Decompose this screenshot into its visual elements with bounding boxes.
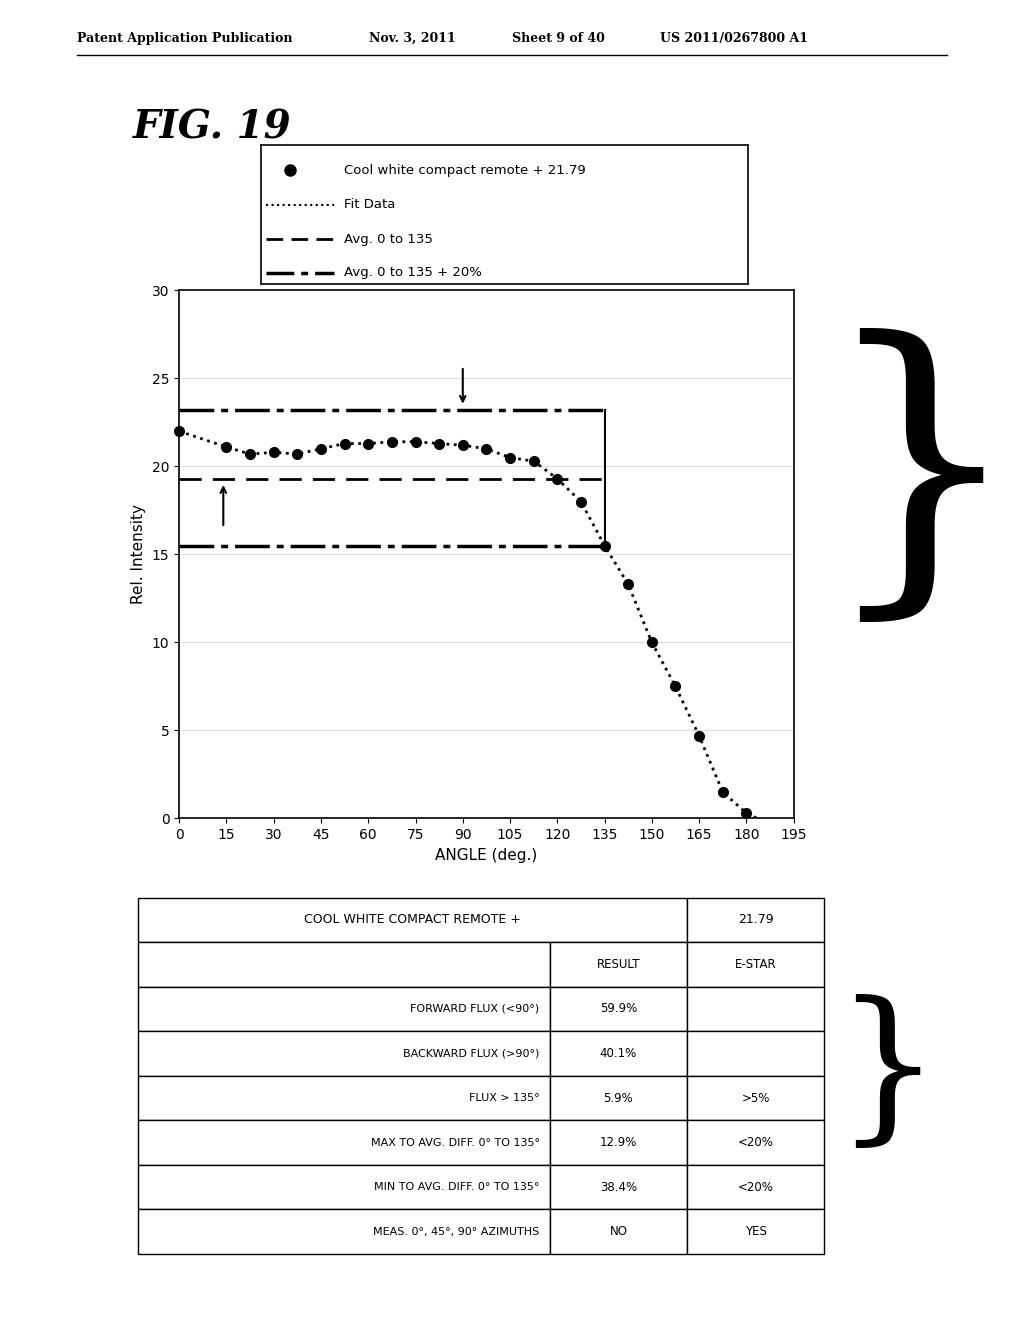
Bar <box>550 987 687 1031</box>
Text: Patent Application Publication: Patent Application Publication <box>77 32 292 45</box>
Text: MIN TO AVG. DIFF. 0° TO 135°: MIN TO AVG. DIFF. 0° TO 135° <box>374 1183 540 1192</box>
Bar <box>138 987 550 1031</box>
Bar <box>550 1164 687 1209</box>
Text: BACKWARD FLUX (>90°): BACKWARD FLUX (>90°) <box>403 1048 540 1059</box>
Text: Fit Data: Fit Data <box>344 198 395 211</box>
Bar <box>138 1121 550 1164</box>
Bar <box>687 1209 824 1254</box>
Y-axis label: Rel. Intensity: Rel. Intensity <box>131 504 146 605</box>
Bar <box>550 1076 687 1121</box>
Text: COOL WHITE COMPACT REMOTE +: COOL WHITE COMPACT REMOTE + <box>304 913 521 927</box>
Bar <box>687 987 824 1031</box>
Text: 40.1%: 40.1% <box>600 1047 637 1060</box>
Text: <20%: <20% <box>737 1137 774 1150</box>
Text: }: } <box>835 995 941 1156</box>
Text: Sheet 9 of 40: Sheet 9 of 40 <box>512 32 605 45</box>
Text: 21.79: 21.79 <box>738 913 773 927</box>
Bar <box>687 898 824 942</box>
Text: Cool white compact remote + 21.79: Cool white compact remote + 21.79 <box>344 164 586 177</box>
Text: MAX TO AVG. DIFF. 0° TO 135°: MAX TO AVG. DIFF. 0° TO 135° <box>371 1138 540 1147</box>
Text: E-STAR: E-STAR <box>735 958 776 972</box>
Text: 5.9%: 5.9% <box>603 1092 634 1105</box>
Text: <20%: <20% <box>737 1180 774 1193</box>
Text: US 2011/0267800 A1: US 2011/0267800 A1 <box>660 32 809 45</box>
Bar <box>138 942 550 987</box>
Text: }: } <box>819 327 1022 636</box>
Bar <box>687 1031 824 1076</box>
Bar <box>550 942 687 987</box>
Bar <box>687 942 824 987</box>
Bar <box>687 1076 824 1121</box>
Bar <box>138 1209 550 1254</box>
Bar <box>687 1164 824 1209</box>
Bar <box>138 1164 550 1209</box>
Text: FORWARD FLUX (<90°): FORWARD FLUX (<90°) <box>411 1005 540 1014</box>
Bar <box>687 1121 824 1164</box>
Text: Avg. 0 to 135 + 20%: Avg. 0 to 135 + 20% <box>344 267 481 280</box>
Text: MEAS. 0°, 45°, 90° AZIMUTHS: MEAS. 0°, 45°, 90° AZIMUTHS <box>374 1226 540 1237</box>
X-axis label: ANGLE (deg.): ANGLE (deg.) <box>435 847 538 863</box>
Text: FIG. 19: FIG. 19 <box>133 108 292 147</box>
Text: RESULT: RESULT <box>597 958 640 972</box>
Bar <box>138 898 687 942</box>
Text: Nov. 3, 2011: Nov. 3, 2011 <box>369 32 456 45</box>
Text: NO: NO <box>609 1225 628 1238</box>
Text: Avg. 0 to 135: Avg. 0 to 135 <box>344 232 433 246</box>
Text: FLUX > 135°: FLUX > 135° <box>469 1093 540 1104</box>
Bar <box>550 1121 687 1164</box>
Bar <box>138 1031 550 1076</box>
Text: 12.9%: 12.9% <box>600 1137 637 1150</box>
Text: 59.9%: 59.9% <box>600 1002 637 1015</box>
Text: 38.4%: 38.4% <box>600 1180 637 1193</box>
Text: >5%: >5% <box>741 1092 770 1105</box>
Bar <box>138 1076 550 1121</box>
Bar <box>550 1031 687 1076</box>
Bar <box>550 1209 687 1254</box>
Text: YES: YES <box>744 1225 767 1238</box>
